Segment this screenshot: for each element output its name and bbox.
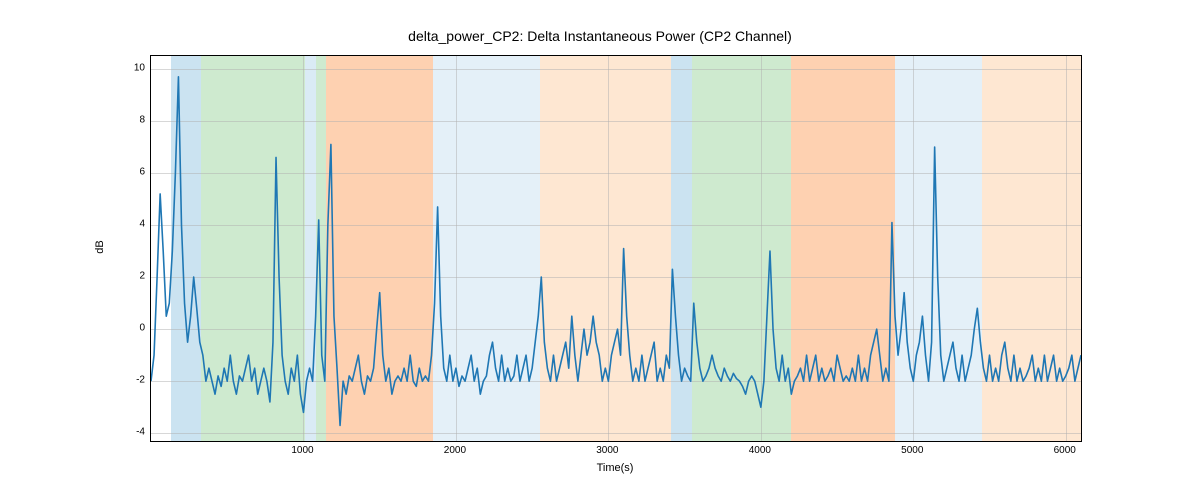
y-tick-label: 2 [139, 271, 145, 282]
y-tick-label: -4 [136, 427, 145, 438]
y-tick-label: -2 [136, 375, 145, 386]
y-tick-label: 4 [139, 219, 145, 230]
x-tick-label: 2000 [444, 445, 466, 456]
data-line [151, 77, 1081, 426]
chart-container: delta_power_CP2: Delta Instantaneous Pow… [0, 0, 1200, 500]
x-tick-label: 4000 [749, 445, 771, 456]
y-tick-label: 0 [139, 323, 145, 334]
x-tick-label: 5000 [901, 445, 923, 456]
chart-title: delta_power_CP2: Delta Instantaneous Pow… [0, 28, 1200, 44]
x-tick-label: 1000 [291, 445, 313, 456]
x-axis-label: Time(s) [597, 462, 634, 474]
line-series [151, 56, 1081, 441]
y-tick-label: 8 [139, 115, 145, 126]
y-axis-label: dB [94, 240, 106, 253]
x-tick-label: 6000 [1054, 445, 1076, 456]
x-tick-label: 3000 [596, 445, 618, 456]
y-tick-label: 10 [134, 63, 145, 74]
y-tick-label: 6 [139, 167, 145, 178]
plot-area [150, 55, 1082, 442]
